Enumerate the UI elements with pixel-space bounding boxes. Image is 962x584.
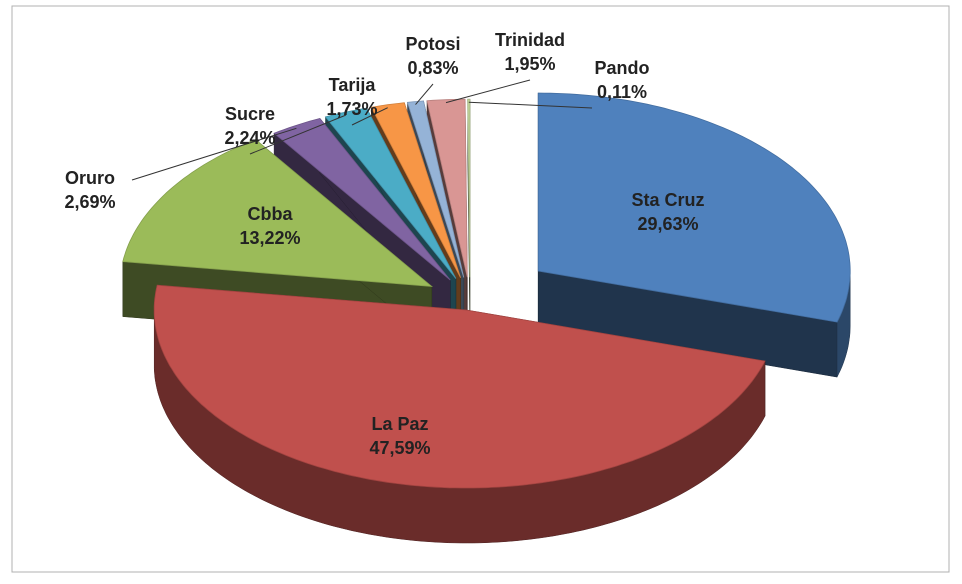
slice	[273, 117, 451, 281]
slice-value-label: 47,59%	[369, 438, 430, 458]
slice-label: Sta Cruz	[631, 190, 704, 210]
slice-label: Tarija	[329, 75, 377, 95]
slice	[426, 98, 468, 278]
slice	[406, 100, 465, 278]
slice-value-label: 13,22%	[239, 228, 300, 248]
slice	[370, 102, 461, 278]
leader-line	[351, 107, 388, 126]
leader-line	[415, 83, 434, 105]
slice-label: Potosi	[405, 34, 460, 54]
slice-value-label: 2,24%	[224, 128, 275, 148]
slice	[467, 98, 471, 278]
slice-value-label: 0,83%	[407, 58, 458, 78]
slice-label: Pando	[594, 58, 649, 78]
slice	[153, 284, 766, 489]
slice-label: La Paz	[371, 414, 428, 434]
slice	[122, 139, 434, 287]
slice-value-label: 2,69%	[64, 192, 115, 212]
leader-line	[445, 79, 531, 104]
leader-line	[131, 127, 297, 181]
slice-value-label: 29,63%	[637, 214, 698, 234]
leader-line	[468, 101, 593, 109]
leader-line	[249, 114, 346, 155]
slice-value-label: 1,73%	[326, 99, 377, 119]
slice	[324, 107, 457, 279]
slice	[537, 92, 851, 323]
slice-label: Cbba	[248, 204, 294, 224]
slice-value-label: 1,95%	[504, 54, 555, 74]
slice-label: Sucre	[225, 104, 275, 124]
slice-label: Oruro	[65, 168, 115, 188]
slice-label: Trinidad	[495, 30, 565, 50]
slice-value-label: 0,11%	[597, 82, 647, 102]
